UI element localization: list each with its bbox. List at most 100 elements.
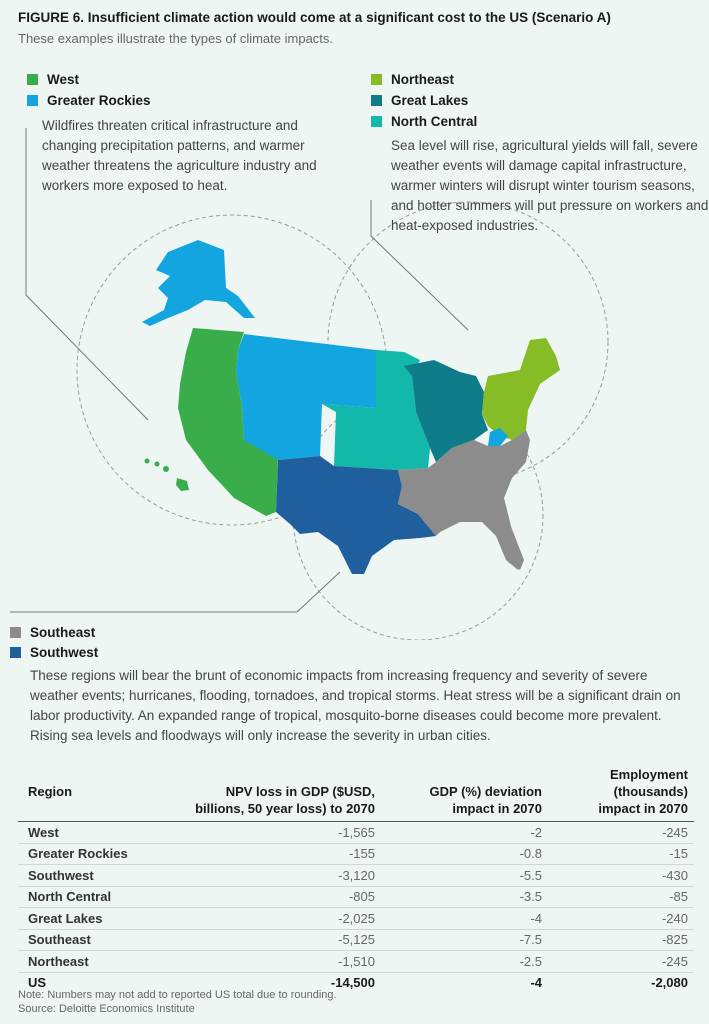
cell-region: Southeast	[18, 929, 184, 951]
legend-label-northeast: Northeast	[391, 71, 455, 87]
header-gdp: GDP (%) deviation impact in 2070	[381, 762, 548, 822]
cell-employment: -245	[548, 950, 694, 973]
cell-gdp: -7.5	[381, 929, 548, 951]
south-description-line: These regions will bear the brunt of eco…	[30, 668, 648, 683]
west-description-line: Wildfires threaten critical infrastructu…	[42, 118, 298, 133]
northeast-small-region	[488, 428, 508, 446]
cell-region: West	[18, 821, 184, 844]
table-header-row: Region NPV loss in GDP ($USD, billions, 5…	[18, 762, 694, 822]
west-swatch	[27, 73, 38, 85]
table-row: Greater Rockies -155 -0.8 -15	[18, 843, 694, 865]
south-description-line: Rising sea levels and floodways will onl…	[30, 728, 491, 743]
legend-label-greater-rockies: Greater Rockies	[47, 92, 151, 108]
us-region-map	[10, 128, 609, 640]
cell-npv: -1,565	[184, 821, 381, 844]
northeast-description: Sea level will rise, agricultural yields…	[391, 136, 708, 236]
legend-item-southwest: Southwest	[10, 642, 98, 662]
legend-northeast-group: Northeast Great Lakes North Central	[371, 69, 477, 131]
southwest-swatch	[10, 646, 21, 658]
footnote-note: Note: Numbers may not add to reported US…	[18, 989, 337, 1001]
cell-gdp: -4	[530, 975, 542, 991]
west-description-line: workers more exposed to heat.	[42, 178, 228, 193]
cell-region: Northeast	[18, 950, 184, 973]
cell-employment: -15	[548, 843, 694, 865]
table-row: Great Lakes -2,025 -4 -240	[18, 907, 694, 930]
legend-item-great-lakes: Great Lakes	[371, 90, 477, 110]
southwest-region	[276, 456, 436, 574]
cell-region: Southwest	[18, 864, 184, 887]
northeast-description-line: heat-exposed industries.	[391, 218, 539, 233]
header-region: Region	[18, 762, 184, 822]
north-central-region	[322, 350, 430, 470]
legend-item-west: West	[27, 69, 151, 89]
cell-npv: -805	[184, 886, 381, 908]
legend-label-west: West	[47, 71, 80, 87]
greater-rockies-swatch	[27, 94, 38, 106]
figure-title: FIGURE 6. Insufficient climate action wo…	[18, 10, 611, 25]
hawaii-region	[144, 458, 189, 491]
south-leader-line	[10, 571, 341, 613]
west-description-line: changing precipitation patterns, and war…	[42, 138, 305, 153]
northeast-description-line: warmer winters will disrupt winter touri…	[391, 178, 695, 193]
west-description-line: weather threatens the agriculture indust…	[42, 158, 317, 173]
northeast-leader-line	[370, 200, 469, 331]
cell-npv: -1,510	[184, 950, 381, 973]
south-description: These regions will bear the brunt of eco…	[30, 666, 681, 746]
table-row: West -1,565 -2 -245	[18, 821, 694, 844]
cell-gdp: -2.5	[381, 950, 548, 973]
cell-npv: -155	[184, 843, 381, 865]
greater-rockies-region	[236, 334, 376, 460]
great-lakes-swatch	[371, 94, 382, 106]
south-description-line: weather events; hurricanes, flooding, to…	[30, 688, 681, 703]
cell-region: US	[28, 975, 47, 991]
cell-npv: -2,025	[184, 907, 381, 930]
great-lakes-region	[404, 360, 488, 462]
legend-label-north-central: North Central	[391, 113, 478, 129]
south-description-line: labor productivity. An expanded range of…	[30, 708, 662, 723]
table-row: Southeast -5,125 -7.5 -825	[18, 929, 694, 951]
northeast-description-line: Sea level will rise, agricultural yields…	[391, 138, 698, 153]
cell-region: Greater Rockies	[18, 843, 184, 865]
cell-employment: -2,080	[651, 975, 688, 991]
north-central-swatch	[371, 115, 382, 127]
cell-gdp: -0.8	[381, 843, 548, 865]
legend-label-southeast: Southeast	[30, 624, 96, 640]
cell-gdp: -5.5	[381, 864, 548, 887]
west-leader-line	[25, 128, 149, 421]
figure-subtitle: These examples illustrate the types of c…	[18, 31, 334, 46]
cell-region: Great Lakes	[18, 907, 184, 930]
footnotes: Note: Numbers may not add to reported US…	[18, 988, 337, 1016]
alaska-region	[142, 240, 255, 326]
legend-label-southwest: Southwest	[30, 644, 99, 660]
legend-west-group: West Greater Rockies	[27, 69, 151, 110]
northeast-description-line: weather events will damage capital infra…	[391, 158, 687, 173]
west-description: Wildfires threaten critical infrastructu…	[42, 116, 317, 196]
legend-item-north-central: North Central	[371, 111, 477, 131]
legend-item-greater-rockies: Greater Rockies	[27, 90, 151, 110]
cell-npv: -3,120	[184, 864, 381, 887]
cell-employment: -430	[548, 864, 694, 887]
table-total-row: US -14,500 -4 -2,080	[18, 972, 694, 993]
impact-table: Region NPV loss in GDP ($USD, billions, 5…	[18, 762, 694, 993]
table-row: Southwest -3,120 -5.5 -430	[18, 864, 694, 887]
table-row: Northeast -1,510 -2.5 -245	[18, 950, 694, 973]
southeast-region	[398, 430, 530, 570]
cell-npv: -5,125	[184, 929, 381, 951]
legend-south-group: Southeast Southwest	[10, 622, 98, 662]
cell-npv: -14,500	[330, 975, 375, 991]
southeast-swatch	[10, 626, 21, 638]
header-npv: NPV loss in GDP ($USD, billions, 50 year …	[184, 762, 381, 822]
cell-employment: -240	[548, 907, 694, 930]
footnote-source: Source: Deloitte Economics Institute	[18, 1003, 195, 1015]
legend-item-southeast: Southeast	[10, 622, 98, 642]
florida-region	[496, 520, 524, 570]
table-row: North Central -805 -3.5 -85	[18, 886, 694, 908]
cell-gdp: -2	[381, 821, 548, 844]
west-region	[178, 328, 278, 516]
cell-region: North Central	[18, 886, 184, 908]
legend-label-great-lakes: Great Lakes	[391, 92, 469, 108]
header-employment: Employment (thousands) impact in 2070	[548, 762, 694, 822]
cell-gdp: -4	[381, 907, 548, 930]
cell-employment: -825	[548, 929, 694, 951]
cell-gdp: -3.5	[381, 886, 548, 908]
